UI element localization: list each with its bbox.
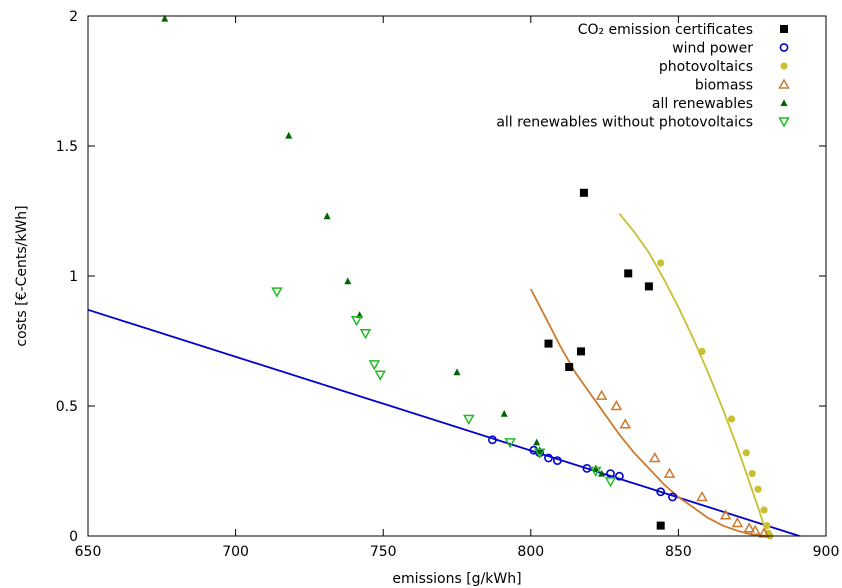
data-point (743, 522, 756, 533)
data-point (754, 485, 762, 493)
data-point (374, 370, 387, 381)
data-point (463, 414, 475, 426)
data-point (696, 490, 708, 502)
data-point (161, 14, 169, 22)
data-point (624, 269, 633, 278)
y-tick-label: 1.5 (56, 139, 78, 155)
x-axis-title: emissions [g/kWh] (392, 571, 521, 587)
data-point (698, 347, 706, 355)
fit-line (530, 288, 768, 537)
data-point (748, 470, 756, 478)
series (271, 287, 617, 488)
data-point (758, 527, 770, 538)
data-point (544, 339, 553, 348)
data-point (668, 492, 677, 502)
data-point (614, 471, 624, 481)
data-markers (161, 14, 774, 540)
data-point (500, 410, 508, 417)
legend-marker (780, 99, 788, 106)
y-tick-label: 0.5 (56, 399, 78, 415)
fit-line (618, 213, 768, 537)
legend-label: photovoltaics (659, 59, 753, 75)
data-point (644, 282, 653, 291)
data-point (663, 467, 676, 478)
data-point (742, 449, 750, 457)
data-point (579, 188, 588, 197)
data-point (544, 453, 553, 463)
data-point (504, 438, 516, 449)
y-tick-label: 1 (69, 269, 78, 285)
x-tick-label: 750 (370, 544, 397, 560)
data-point (727, 415, 736, 423)
data-point (271, 287, 283, 298)
data-point (533, 448, 546, 459)
data-point (595, 389, 608, 400)
data-point (323, 212, 331, 220)
legend-label: CO₂ emission certificates (578, 22, 753, 38)
legend-marker (778, 78, 790, 89)
data-point (576, 347, 585, 356)
legend-marker (779, 43, 789, 52)
legend-label: all renewables (652, 96, 753, 112)
data-point (656, 521, 665, 530)
data-point (649, 451, 661, 463)
data-point (657, 259, 665, 267)
data-point (344, 277, 352, 285)
data-point (582, 463, 592, 473)
data-point (589, 466, 602, 478)
series (488, 435, 677, 502)
data-point (598, 469, 606, 477)
data-point (488, 435, 497, 445)
plot-frame (87, 15, 827, 537)
data-point (749, 524, 761, 536)
fit-line (87, 308, 800, 537)
y-tick-label: 0 (69, 529, 78, 545)
data-point (565, 363, 574, 371)
axis-ticks: 650 700 750 800 850 900 0 0.5 1 1.5 2 (56, 9, 840, 560)
y-axis-title: costs [€-Cents/kWh] (14, 205, 30, 346)
legend-label: wind power (672, 41, 753, 57)
data-point (285, 131, 293, 139)
legend-marker (778, 117, 790, 128)
series (595, 389, 770, 538)
data-point (552, 456, 562, 465)
series (544, 188, 665, 530)
data-point (719, 509, 732, 520)
y-tick-label: 2 (69, 9, 78, 25)
data-point (760, 506, 768, 514)
legend: CO₂ emission certificates wind power photo… (496, 22, 790, 131)
data-point (604, 477, 617, 488)
legend-marker (780, 62, 788, 70)
data-point (368, 360, 381, 371)
fit-curves (87, 213, 800, 537)
x-tick-label: 650 (75, 544, 102, 560)
series (657, 259, 774, 540)
x-tick-label: 700 (222, 544, 249, 560)
x-tick-label: 900 (813, 544, 840, 560)
x-tick-label: 850 (665, 544, 692, 560)
x-tick-label: 800 (517, 544, 544, 560)
legend-label: all renewables without photovoltaics (496, 115, 753, 131)
data-point (619, 418, 632, 429)
data-point (359, 328, 372, 340)
data-point (453, 368, 461, 376)
data-point (350, 315, 363, 327)
data-point (533, 438, 541, 446)
data-point (731, 516, 744, 528)
legend-marker (780, 25, 788, 33)
data-point (763, 522, 771, 530)
legend-label: biomass (695, 78, 753, 94)
data-point (610, 399, 623, 411)
data-point (656, 487, 666, 497)
series (161, 14, 606, 477)
